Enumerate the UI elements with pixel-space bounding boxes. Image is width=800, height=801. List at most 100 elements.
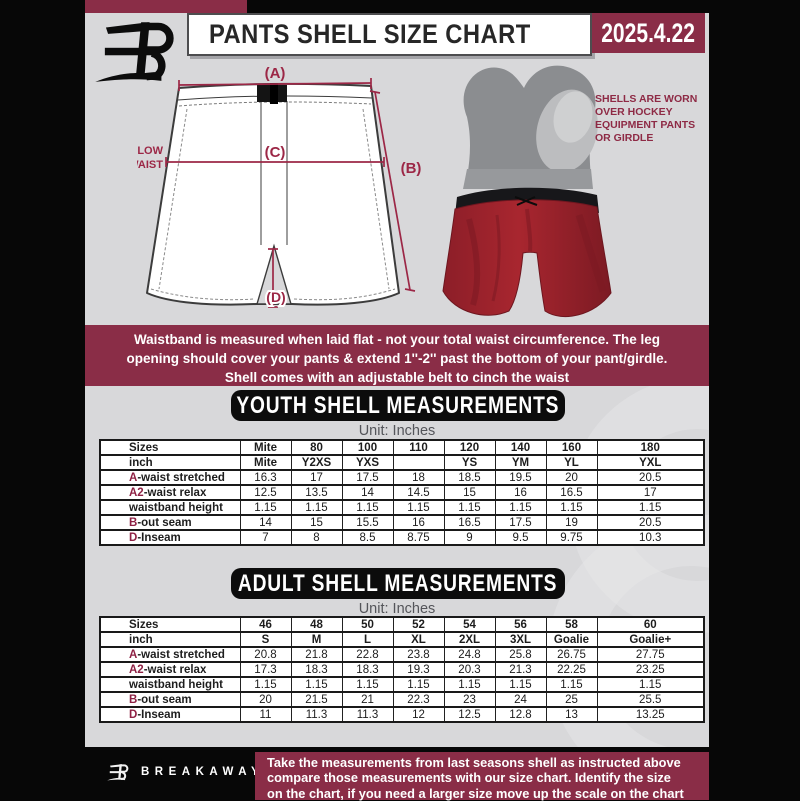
row-label-prefix: D xyxy=(129,531,138,544)
row-label: D-Inseam xyxy=(99,706,241,723)
size-cell: 15 xyxy=(290,514,343,531)
size-cell: 48 xyxy=(290,616,343,633)
size-cell: YM xyxy=(494,454,547,471)
size-cell: 11.3 xyxy=(290,706,343,723)
size-cell: 1.15 xyxy=(290,499,343,516)
photo-note-line: EQUIPMENT PANTS xyxy=(595,119,696,131)
table-row: D-Inseam 7 8 8.5 8.75 9 9.5 9.75 10.3 xyxy=(99,529,705,546)
size-cell: Goalie xyxy=(545,631,598,648)
table-row: A2-waist relax 12.5 13.5 14 14.5 15 16 16.5 17 xyxy=(99,484,705,501)
size-cell: 11.3 xyxy=(341,706,394,723)
row-label-prefix: A2 xyxy=(129,486,144,499)
size-cell: Mite xyxy=(239,454,292,471)
size-cell: 25 xyxy=(545,691,598,708)
size-cell: 22.8 xyxy=(341,646,394,663)
size-cell: 25.5 xyxy=(596,691,705,708)
size-cell: YS xyxy=(443,454,496,471)
size-cell: 54 xyxy=(443,616,496,633)
table-row: Sizes 46 48 50 52 54 56 58 60 xyxy=(99,616,705,633)
size-cell: 1.15 xyxy=(341,499,394,516)
size-cell: 12 xyxy=(392,706,445,723)
brand-name: BREAKAWAY xyxy=(141,766,265,778)
adult-size-table: Sizes 46 48 50 52 54 56 58 60 inch S M L XL 2XL 3XL Goal… xyxy=(99,616,705,723)
size-cell: 140 xyxy=(494,439,547,456)
size-cell: 16.5 xyxy=(443,514,496,531)
table-row: B-out seam 20 21.5 21 22.3 23 24 25 25.5 xyxy=(99,691,705,708)
size-cell: 1.15 xyxy=(443,499,496,516)
size-cell: 14 xyxy=(239,514,292,531)
top-maroon-strip xyxy=(85,0,247,13)
size-cell: 21 xyxy=(341,691,394,708)
youth-size-table: Sizes Mite 80 100 110 120 140 160 180 inch Mite Y2X… xyxy=(99,439,705,546)
row-label: D-Inseam xyxy=(99,529,241,546)
photo-note-line: OR GIRDLE xyxy=(595,132,654,144)
measure-label-a: (A) xyxy=(265,65,286,82)
youth-unit-label: Unit: Inches xyxy=(358,423,436,439)
photo-note-line: SHELLS ARE WORN xyxy=(595,93,698,105)
measurement-notice-banner: Waistband is measured when laid flat - n… xyxy=(85,325,709,386)
size-cell: 7 xyxy=(239,529,292,546)
size-cell: 1.15 xyxy=(392,499,445,516)
size-cell: 18 xyxy=(392,469,445,486)
size-cell: 1.15 xyxy=(545,676,598,693)
size-cell: 19.5 xyxy=(494,469,547,486)
size-cell: YXL xyxy=(596,454,705,471)
size-cell: YL xyxy=(545,454,598,471)
size-cell: 1.15 xyxy=(341,676,394,693)
page-title: PANTS SHELL SIZE CHART xyxy=(209,19,531,49)
size-cell: YXS xyxy=(341,454,394,471)
row-label: A2-waist relax xyxy=(99,484,241,501)
notice-line: opening should cover your pants & extend… xyxy=(126,351,668,366)
title-box: PANTS SHELL SIZE CHART xyxy=(187,13,592,56)
size-cell: 20.3 xyxy=(443,661,496,678)
size-cell: 23.25 xyxy=(596,661,705,678)
size-cell: 23.8 xyxy=(392,646,445,663)
size-cell: M xyxy=(290,631,343,648)
size-cell: 180 xyxy=(596,439,705,456)
adult-heading: ADULT SHELL MEASUREMENTS xyxy=(238,569,558,597)
table-row: A2-waist relax 17.3 18.3 18.3 19.3 20.3 21.3 22… xyxy=(99,661,705,678)
row-label: A2-waist relax xyxy=(99,661,241,678)
footer-note-line: Take the measurements from last seasons … xyxy=(267,755,681,770)
size-cell: 11 xyxy=(239,706,292,723)
leg-split xyxy=(256,243,292,305)
size-cell: 12.8 xyxy=(494,706,547,723)
size-cell: Mite xyxy=(239,439,292,456)
size-cell: 17 xyxy=(290,469,343,486)
measure-label-c: (C) xyxy=(265,144,286,161)
size-cell: 20.5 xyxy=(596,469,705,486)
size-cell: 16 xyxy=(392,514,445,531)
size-cell: 1.15 xyxy=(596,676,705,693)
row-label: B-out seam xyxy=(99,691,241,708)
size-cell: 21.8 xyxy=(290,646,343,663)
size-cell: 100 xyxy=(341,439,394,456)
size-cell: 20 xyxy=(545,469,598,486)
breakaway-logo-icon xyxy=(95,22,174,82)
row-label: inch xyxy=(99,454,241,471)
footer-note-line: on the chart, if you need a larger size … xyxy=(267,785,684,801)
photo-note-line: OVER HOCKEY xyxy=(595,106,673,118)
size-cell: 120 xyxy=(443,439,496,456)
photo-note: SHELLS ARE WORN OVER HOCKEY EQUIPMENT PA… xyxy=(595,93,705,145)
size-cell: 3XL xyxy=(494,631,547,648)
size-cell: 16 xyxy=(494,484,547,501)
size-cell: 15 xyxy=(443,484,496,501)
size-cell: 21.3 xyxy=(494,661,547,678)
size-cell: 20 xyxy=(239,691,292,708)
row-label-prefix: A xyxy=(129,648,138,661)
date-label: 2025.4.22 xyxy=(601,17,696,48)
size-cell: 26.75 xyxy=(545,646,598,663)
table-row: inch S M L XL 2XL 3XL Goalie Goalie+ xyxy=(99,631,705,648)
size-cell: 22.3 xyxy=(392,691,445,708)
size-cell: 14 xyxy=(341,484,394,501)
size-cell: 23 xyxy=(443,691,496,708)
size-cell: Goalie+ xyxy=(596,631,705,648)
belt-lace xyxy=(514,196,538,206)
size-cell: 13.5 xyxy=(290,484,343,501)
size-cell: 17.3 xyxy=(239,661,292,678)
size-cell: 13 xyxy=(545,706,598,723)
breakaway-logo-icon xyxy=(107,764,129,781)
row-label: B-out seam xyxy=(99,514,241,531)
row-label: waistband height xyxy=(99,499,241,516)
